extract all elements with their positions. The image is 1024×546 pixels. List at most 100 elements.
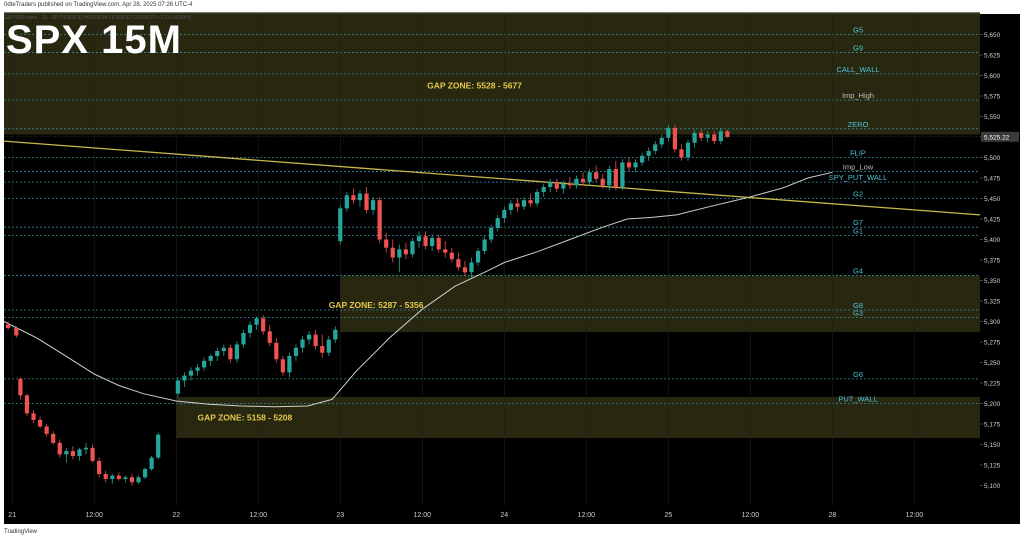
candle-body-24 [175,380,180,394]
candle-body-50 [344,195,349,209]
level-label-4: ZERO [848,120,869,129]
gap-zone-2 [176,396,980,438]
current-price: 5,525.22 [4,131,1019,142]
candle-body-63 [430,237,435,247]
candle-body-106 [712,134,717,142]
x-tick-label-8: 25 [664,512,672,519]
y-tick-label-13: 5,425 [984,217,1001,224]
candle-body-14 [97,460,102,475]
current-price-label: 5,525.22 [984,134,1010,141]
y-tick-label-15: 5,475 [984,176,1001,183]
gap-zone-label-0: GAP ZONE: 5528 - 5677 [427,80,522,90]
level-lines: G5 G9 CALL_WALL Imp_High ZERO FLIP Imp_Low SPY_… [4,26,980,404]
gap-zone-label-1: GAP ZONE: 5287 - 5356 [329,300,424,310]
candle-body-68 [462,267,468,273]
candle-body-57 [390,247,395,258]
y-tick-label-21: 5,625 [984,53,1001,60]
y-tick-label-8: 5,300 [984,319,1001,326]
candle-body-84 [567,183,573,186]
candle-body-51 [351,195,356,201]
y-tick-label-3: 5,175 [984,422,1001,429]
y-tick-label-4: 5,200 [984,401,1001,408]
candle-body-58 [397,249,402,258]
candle-body-107 [718,131,723,142]
level-label-12: G8 [853,301,863,310]
candle-body-18 [123,477,128,479]
candle-body-27 [195,367,200,371]
candle-body-87 [587,172,592,183]
candle-body-69 [469,262,474,273]
candle-body-45 [313,334,318,347]
candle-body-16 [110,475,115,479]
candle-body-31 [221,347,226,352]
y-tick-label-6: 5,250 [984,360,1001,367]
candle-body-103 [692,132,697,143]
candle-body-6 [44,426,49,434]
candle-body-11 [77,449,82,456]
candle-body-97 [653,144,658,151]
candle-body-34 [241,332,246,345]
x-tick-label-5: 12:00 [414,512,432,519]
current-price-tag [981,131,1019,142]
level-label-8: G2 [853,190,863,199]
x-tick-label-2: 22 [172,512,180,519]
gap-zones [4,12,980,438]
candle-body-28 [202,360,207,368]
y-tick-label-11: 5,375 [984,258,1001,265]
candle-body-2 [18,378,23,396]
candle-body-75 [508,203,513,210]
level-label-10: G1 [853,226,863,235]
x-tick-label-10: 28 [828,512,836,519]
candle-body-73 [495,218,500,229]
level-label-1: G9 [853,44,863,53]
x-tick-label-0: 21 [8,512,16,519]
candle-body-85 [574,178,579,186]
x-tick-label-3: 12:00 [249,512,267,519]
candle-body-4 [31,413,36,420]
candle-body-66 [449,252,454,260]
candle-body-36 [254,318,259,325]
candle-body-17 [116,475,121,479]
candle-body-3 [24,395,30,414]
candle-body-0 [6,324,11,329]
candle-body-38 [267,331,272,343]
candle-body-23 [156,434,161,458]
price-axis-background [980,14,1020,506]
x-tick-label-1: 12:00 [85,512,103,519]
candles [6,124,730,486]
level-label-3: Imp_High [842,91,874,100]
candle-body-71 [482,239,487,251]
y-tick-label-20: 5,600 [984,73,1001,80]
candle-body-29 [208,355,213,361]
y-tick-label-19: 5,575 [984,94,1001,101]
x-tick-label-7: 12:00 [578,512,596,519]
candle-body-64 [436,237,441,250]
candle-body-102 [685,142,691,158]
candle-body-95 [639,155,645,163]
candle-body-104 [699,132,704,138]
candle-body-90 [607,168,612,186]
candle-body-101 [679,149,684,158]
candle-body-1 [14,328,19,336]
candle-body-49 [338,208,343,242]
candle-body-20 [136,477,141,483]
gap-zone-label-2: GAP ZONE: 5158 - 5208 [197,412,292,422]
candle-body-86 [580,178,586,183]
candle-body-82 [554,182,559,189]
candle-body-22 [149,457,154,470]
y-tick-label-16: 5,500 [984,155,1001,162]
instrument-line: S&P 500 Index · 15 · SP O5,524.32 H5,525… [4,15,192,21]
candle-body-8 [57,442,62,455]
candle-body-83 [561,183,566,189]
y-tick-label-7: 5,275 [984,340,1001,347]
chart-labels: GAP ZONE: 5528 - 5677 GAP ZONE: 5287 - 53… [197,80,522,422]
candle-body-39 [274,342,279,360]
candle-body-44 [307,334,312,340]
gap-zone-0 [4,12,980,135]
candle-body-74 [502,209,507,219]
candle-body-43 [300,339,305,348]
level-label-13: G3 [853,308,863,317]
x-tick-label-4: 23 [336,512,344,519]
chart-overlay-title: SPX 15M [6,18,182,62]
candle-body-80 [541,187,546,192]
